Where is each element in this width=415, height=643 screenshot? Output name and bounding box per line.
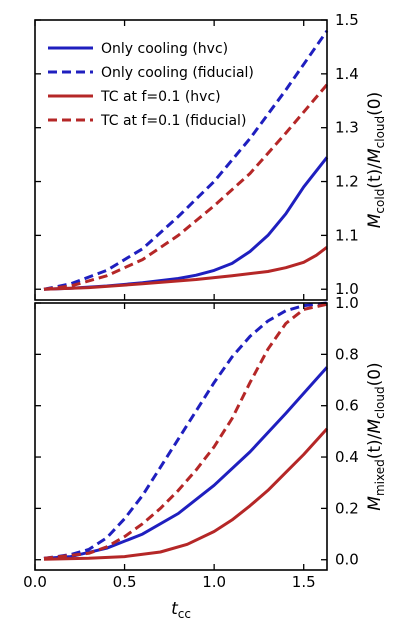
bottom-panel: 0.0 0.2 0.4 0.6 0.8 1.0 0.0 0.5 1.0 1.5 Mmixed(t)/… [23, 294, 387, 621]
legend-label: Only cooling (fiducial) [101, 65, 254, 81]
legend-label: Only cooling (hvc) [101, 41, 228, 57]
top-series-tc-at-f-0-1-hvc- [43, 246, 328, 291]
bottom-ytick-label: 0.8 [335, 345, 359, 363]
bottom-xtick-label: 1.5 [292, 573, 316, 591]
bottom-series-tc-at-f-0-1-fiducial- [43, 302, 328, 560]
top-ytick-label: 1.2 [335, 173, 359, 191]
top-series-only-cooling-fiducial- [43, 29, 329, 291]
bottom-frame [34, 302, 328, 571]
top-ytick-label: 1.5 [335, 11, 359, 29]
top-y-axis-title: Mcold(t)/Mcloud(0) [365, 92, 387, 229]
legend: Only cooling (hvc) Only cooling (fiducial… [48, 41, 254, 129]
bottom-xtick-label: 0.0 [23, 573, 47, 591]
top-ytick-label: 1.1 [335, 226, 359, 244]
top-ytick-label: 1.4 [335, 65, 359, 83]
bottom-series-tc-at-f-0-1-hvc- [43, 427, 329, 561]
bottom-series-only-cooling-hvc- [43, 366, 329, 560]
bottom-ytick-label: 0.0 [335, 551, 359, 569]
legend-label: TC at f=0.1 (hvc) [100, 89, 221, 105]
bottom-ytick-label: 0.4 [335, 448, 359, 466]
top-series-tc-at-f-0-1-fiducial- [43, 83, 329, 291]
bottom-ytick-label: 0.6 [335, 397, 359, 415]
top-panel: 1.0 1.1 1.2 1.3 1.4 1.5 Mcold(t)/Mcloud(0) Only… [34, 11, 387, 301]
bottom-ytick-label: 1.0 [335, 294, 359, 312]
bottom-xtick-label: 0.5 [113, 573, 137, 591]
bottom-ytick-label: 0.2 [335, 499, 359, 517]
legend-label: TC at f=0.1 (fiducial) [100, 113, 246, 129]
bottom-series-only-cooling-fiducial- [43, 301, 328, 560]
top-frame [34, 19, 328, 301]
top-ytick-label: 1.0 [335, 280, 359, 298]
top-ytick-label: 1.3 [335, 119, 359, 137]
bottom-y-axis-title: Mmixed(t)/Mcloud(0) [365, 362, 387, 510]
bottom-xtick-label: 1.0 [202, 573, 226, 591]
x-axis-title: tcc [171, 599, 191, 621]
